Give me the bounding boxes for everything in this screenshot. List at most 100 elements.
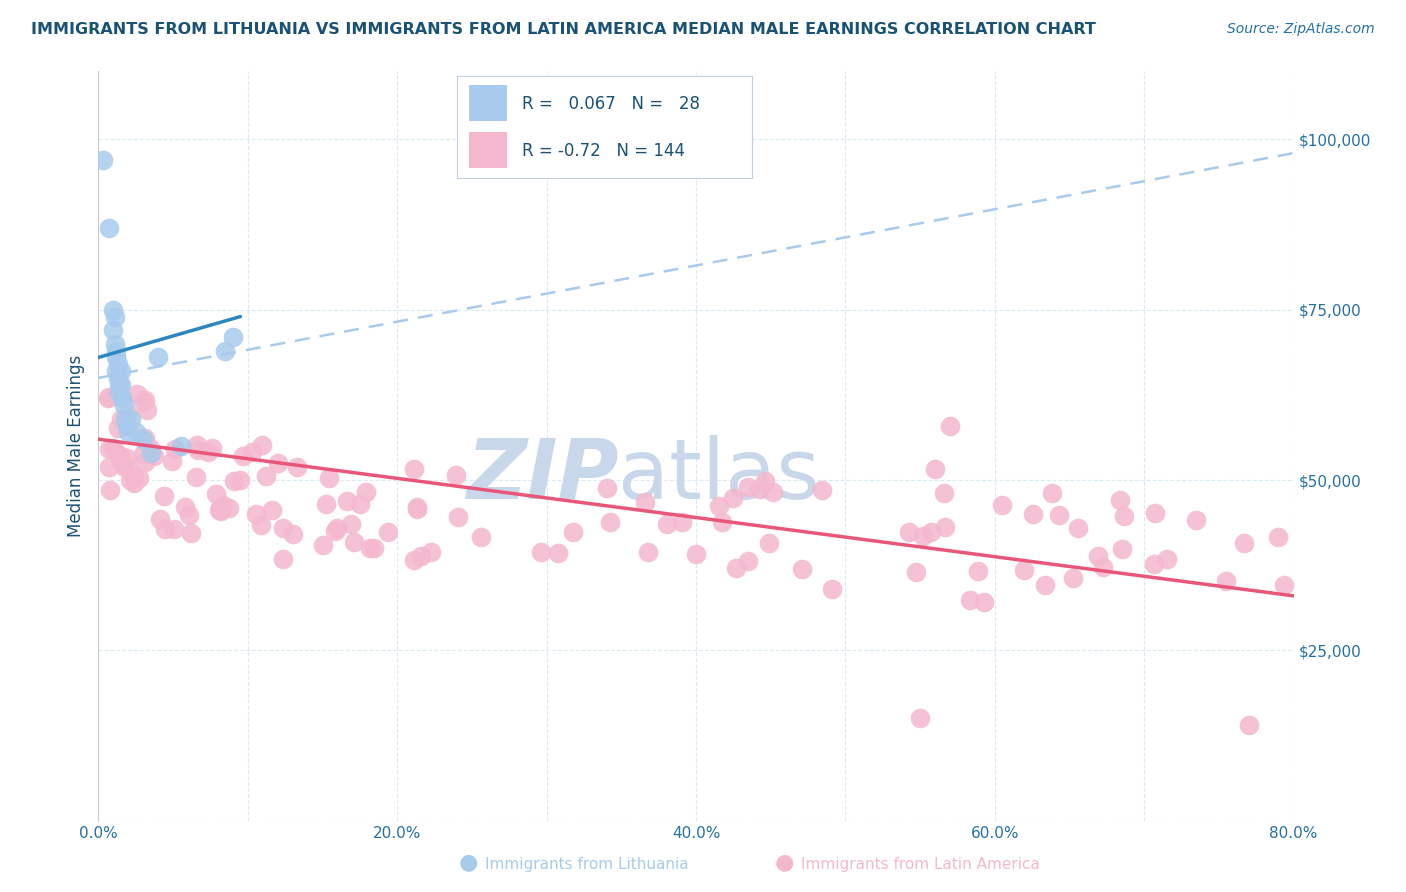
Point	[260, 503, 283, 517]
Point	[229, 473, 252, 487]
Point	[561, 524, 583, 539]
Point	[377, 524, 399, 539]
Point	[149, 512, 172, 526]
Point	[336, 493, 359, 508]
Point	[114, 411, 136, 425]
Point	[285, 459, 308, 474]
Point	[173, 500, 195, 514]
Point	[758, 536, 780, 550]
Point	[1267, 530, 1289, 544]
Point	[402, 553, 425, 567]
Point	[924, 462, 946, 476]
Point	[363, 541, 385, 556]
Point	[315, 497, 337, 511]
Point	[103, 302, 125, 317]
Point	[134, 455, 156, 469]
Point	[939, 418, 962, 433]
Point	[967, 565, 990, 579]
Point	[139, 446, 162, 460]
Point	[115, 418, 138, 433]
Point	[209, 504, 232, 518]
Point	[110, 455, 132, 469]
Point	[340, 517, 363, 532]
Point	[1272, 578, 1295, 592]
Point	[470, 530, 492, 544]
Point	[115, 450, 138, 465]
Bar	[468, 85, 508, 121]
Point	[138, 441, 160, 455]
Point	[142, 450, 165, 464]
Point	[98, 390, 121, 404]
Point	[406, 500, 429, 514]
Point	[254, 469, 277, 483]
Point	[197, 445, 219, 459]
Point	[898, 524, 921, 539]
Point	[959, 593, 981, 607]
Point	[792, 562, 814, 576]
Point	[934, 520, 956, 534]
Point	[177, 508, 200, 523]
Text: R =   0.067   N =   28: R = 0.067 N = 28	[522, 95, 700, 112]
Point	[737, 480, 759, 494]
Point	[911, 529, 934, 543]
Point	[245, 507, 267, 521]
Point	[318, 471, 340, 485]
Point	[1185, 513, 1208, 527]
Point	[117, 425, 139, 440]
Point	[128, 471, 150, 485]
Point	[671, 515, 693, 529]
Point	[530, 545, 553, 559]
Point	[271, 521, 294, 535]
Point	[920, 524, 942, 539]
Text: IMMIGRANTS FROM LITHUANIA VS IMMIGRANTS FROM LATIN AMERICA MEDIAN MALE EARNINGS : IMMIGRANTS FROM LITHUANIA VS IMMIGRANTS …	[31, 22, 1095, 37]
Text: ZIP: ZIP	[465, 435, 619, 516]
Point	[446, 467, 468, 482]
Point	[762, 484, 785, 499]
Point	[208, 503, 231, 517]
Point	[222, 330, 245, 344]
Point	[1087, 549, 1109, 563]
Text: ●: ●	[458, 853, 478, 872]
Point	[1047, 508, 1070, 522]
Point	[240, 445, 263, 459]
Point	[655, 517, 678, 532]
Point	[125, 425, 148, 440]
Point	[1232, 535, 1254, 549]
Point	[821, 582, 844, 597]
Point	[420, 545, 443, 559]
Point	[343, 534, 366, 549]
Point	[100, 483, 122, 497]
Point	[1042, 486, 1064, 500]
Point	[232, 449, 254, 463]
Point	[932, 485, 955, 500]
Point	[596, 481, 619, 495]
Point	[266, 457, 288, 471]
Point	[737, 554, 759, 568]
Point	[711, 515, 734, 529]
Point	[402, 462, 425, 476]
Point	[155, 522, 177, 536]
Point	[249, 518, 271, 533]
Point	[973, 595, 995, 609]
Point	[754, 474, 776, 488]
Text: ●: ●	[775, 853, 794, 872]
Point	[107, 371, 129, 385]
Point	[1062, 571, 1084, 585]
Point	[105, 343, 128, 358]
Point	[117, 407, 139, 421]
Point	[446, 509, 468, 524]
Point	[101, 442, 124, 456]
Point	[323, 524, 346, 538]
Point	[725, 561, 748, 575]
Point	[208, 501, 231, 516]
Point	[204, 487, 226, 501]
Point	[122, 469, 145, 483]
Point	[1108, 493, 1130, 508]
Point	[111, 392, 134, 406]
Point	[685, 547, 707, 561]
Point	[120, 411, 142, 425]
Point	[1111, 541, 1133, 556]
Point	[163, 523, 186, 537]
Point	[991, 498, 1014, 512]
Point	[547, 546, 569, 560]
